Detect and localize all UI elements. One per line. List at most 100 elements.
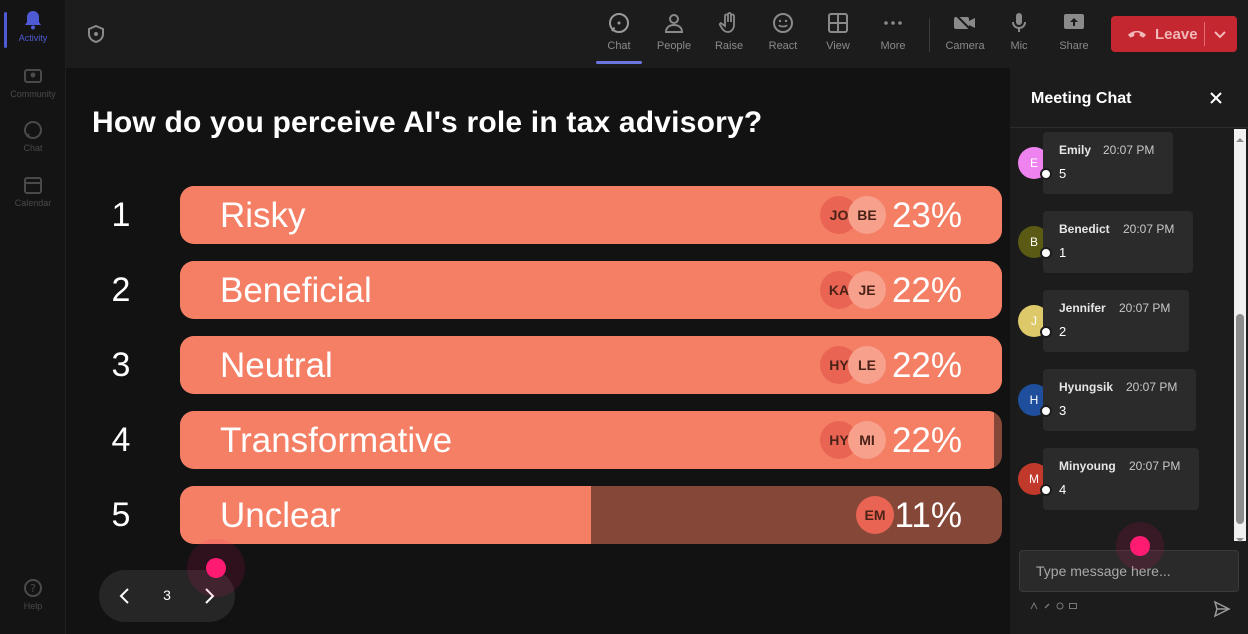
toolbar-react-button[interactable]: React <box>756 10 810 62</box>
voter-avatar: LE <box>848 346 886 384</box>
chat-message-list: E Emily 20:07 PM 5 B Benedict 20:07 PM 1 J Jennif… <box>1010 129 1234 541</box>
close-icon[interactable] <box>1208 90 1224 106</box>
poll-option-percent: 22% <box>891 421 962 460</box>
voter-avatar: EM <box>856 496 894 534</box>
toolbar-more-button[interactable]: More <box>866 10 920 62</box>
message-bubble: Minyoung 20:07 PM 4 <box>1043 448 1199 510</box>
more-dots-icon <box>880 10 906 36</box>
message-sender: Hyungsik <box>1059 380 1114 394</box>
poll-option-bar[interactable]: Transformative HY MI 22% <box>180 411 1002 469</box>
message-text: 2 <box>1059 324 1067 339</box>
scroll-down-icon[interactable] <box>1236 531 1244 542</box>
slide-pager: 3 <box>99 570 235 622</box>
message-bubble: Benedict 20:07 PM 1 <box>1043 211 1193 273</box>
rail-item-label: Activity <box>18 33 48 43</box>
click-indicator <box>187 539 245 597</box>
poll-option-label: Beneficial <box>220 271 372 310</box>
poll-option-bar[interactable]: Beneficial KA JE 22% <box>180 261 1002 319</box>
help-icon: ? <box>23 578 43 598</box>
poll-option-percent: 22% <box>891 346 962 385</box>
voter-avatars: HY LE <box>820 346 886 384</box>
svg-text:?: ? <box>30 582 36 595</box>
meeting-toolbar: Chat People Raise React View More <box>66 0 1248 68</box>
rail-item-calendar[interactable]: Calendar <box>0 175 66 225</box>
message-text: 5 <box>1059 166 1067 181</box>
chat-header: Meeting Chat <box>1010 68 1248 128</box>
toolbar-label: Raise <box>714 40 744 52</box>
scroll-up-icon[interactable] <box>1236 131 1244 142</box>
message-text: 4 <box>1059 482 1067 497</box>
poll-option-row: 1 Risky JO BE 23% <box>66 186 1010 244</box>
chevron-right-icon[interactable] <box>197 584 221 608</box>
shield-icon[interactable] <box>86 24 106 44</box>
emoji-icon[interactable] <box>1056 602 1064 610</box>
voter-avatars: KA JE <box>820 271 886 309</box>
presence-status-icon <box>1040 247 1052 259</box>
chat-icon <box>23 120 43 140</box>
poll-option-row: 4 Transformative HY MI 22% <box>66 411 1010 469</box>
poll-option-row: 5 Unclear EM 11% <box>66 486 1010 544</box>
toolbar-chat-button[interactable]: Chat <box>592 10 646 64</box>
rail-item-label: Chat <box>23 143 43 153</box>
toolbar-mic-button[interactable]: Mic <box>992 10 1046 62</box>
rail-item-label: Help <box>23 601 43 611</box>
presence-status-icon <box>1040 168 1052 180</box>
chat-title: Meeting Chat <box>1031 90 1132 107</box>
chat-icon <box>606 10 632 36</box>
microphone-icon <box>1006 10 1032 36</box>
leave-label: Leave <box>1155 25 1198 43</box>
rail-item-activity[interactable]: Activity <box>0 10 66 60</box>
voter-avatars: JO BE <box>820 196 886 234</box>
send-icon[interactable] <box>1213 600 1231 618</box>
chevron-down-icon[interactable] <box>1211 26 1229 42</box>
attach-icon[interactable] <box>1043 602 1051 610</box>
poll-option-row: 3 Neutral HY LE 22% <box>66 336 1010 394</box>
message-bubble: Hyungsik 20:07 PM 3 <box>1043 369 1196 431</box>
format-text-icon[interactable] <box>1030 602 1038 610</box>
poll-option-number: 5 <box>111 496 131 534</box>
poll-stage: How do you perceive AI's role in tax adv… <box>66 68 1010 634</box>
leave-button[interactable]: Leave <box>1111 16 1237 52</box>
voter-avatars: EM <box>856 496 896 534</box>
chat-message-input[interactable] <box>1019 550 1239 592</box>
message-sender: Benedict <box>1059 222 1110 236</box>
message-bubble: Emily 20:07 PM 5 <box>1043 132 1173 194</box>
poll-option-label: Transformative <box>220 421 453 460</box>
grid-view-icon <box>825 10 851 36</box>
rail-item-label: Calendar <box>14 198 52 208</box>
poll-option-bar[interactable]: Unclear EM 11% <box>180 486 1002 544</box>
toolbar-raise-button[interactable]: Raise <box>702 10 756 62</box>
raise-hand-icon <box>716 10 742 36</box>
poll-option-label: Neutral <box>220 346 333 385</box>
hang-up-icon <box>1127 24 1147 44</box>
poll-option-bar[interactable]: Risky JO BE 23% <box>180 186 1002 244</box>
message-bubble: Jennifer 20:07 PM 2 <box>1043 290 1189 352</box>
chat-scrollbar[interactable] <box>1234 129 1246 542</box>
toolbar-camera-button[interactable]: Camera <box>938 10 992 62</box>
voter-avatar: MI <box>848 421 886 459</box>
toolbar-view-button[interactable]: View <box>811 10 865 62</box>
presence-status-icon <box>1040 326 1052 338</box>
voter-avatar: BE <box>848 196 886 234</box>
page-number: 3 <box>163 587 171 603</box>
toolbar-people-button[interactable]: People <box>647 10 701 62</box>
leave-divider <box>1204 22 1205 46</box>
toolbar-label: People <box>656 40 692 52</box>
message-sender: Minyoung <box>1059 459 1116 473</box>
chat-format-tools <box>1030 602 1077 614</box>
rail-item-chat[interactable]: Chat <box>0 120 66 170</box>
rail-item-help[interactable]: ? Help <box>0 578 66 628</box>
scroll-thumb[interactable] <box>1236 314 1244 524</box>
message-timestamp: 20:07 PM <box>1123 222 1175 236</box>
chevron-left-icon[interactable] <box>113 584 137 608</box>
presence-status-icon <box>1040 405 1052 417</box>
toolbar-share-button[interactable]: Share <box>1047 10 1101 62</box>
poll-option-label: Risky <box>220 196 306 235</box>
poll-option-fill <box>180 486 591 544</box>
gif-icon[interactable] <box>1069 602 1077 610</box>
message-text: 1 <box>1059 245 1067 260</box>
poll-option-number: 1 <box>111 196 131 234</box>
toolbar-label: React <box>768 40 798 52</box>
poll-option-bar[interactable]: Neutral HY LE 22% <box>180 336 1002 394</box>
rail-item-community[interactable]: Community <box>0 66 66 116</box>
